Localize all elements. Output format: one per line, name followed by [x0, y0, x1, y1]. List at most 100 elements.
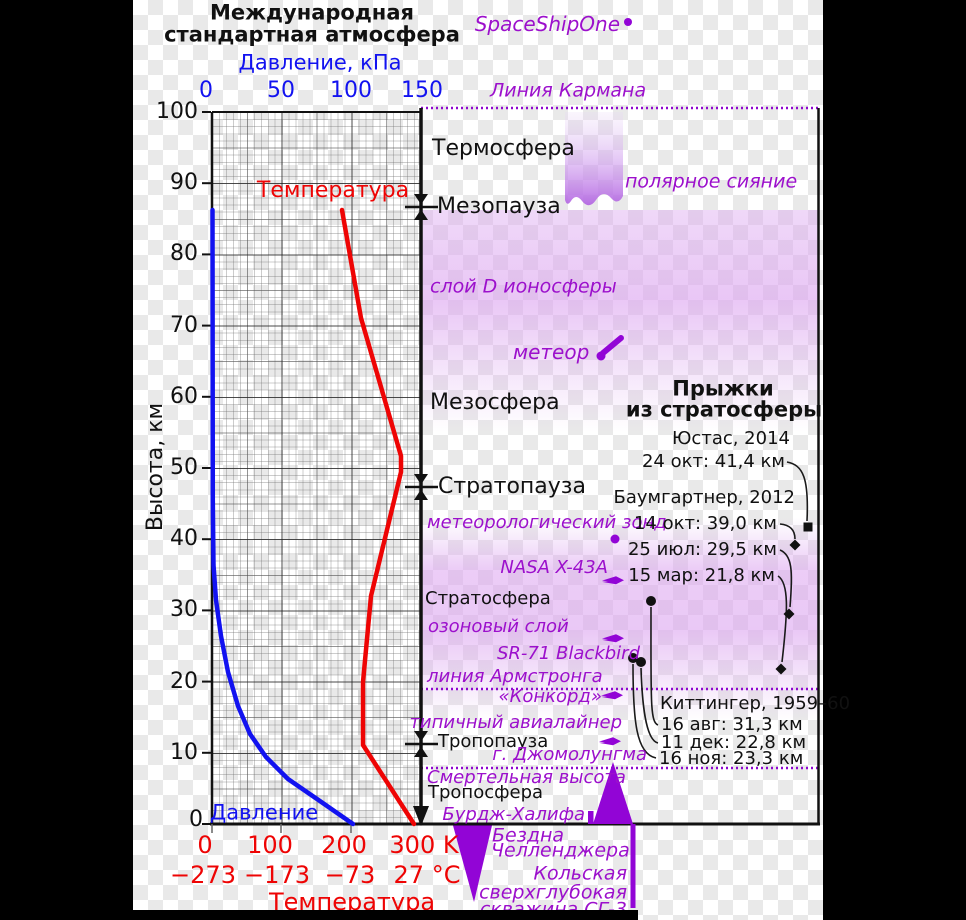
stratopause-marker — [405, 474, 438, 500]
leader-kittinger-2 — [640, 667, 659, 744]
plot-grid — [212, 112, 421, 824]
burj-khalifa-label: Бурдж-Халифа — [442, 804, 585, 825]
kittinger-record-1: 16 авг: 31,3 км — [661, 714, 803, 735]
mesopause-marker — [405, 194, 438, 220]
pressure-axis-title: Давление, кПа — [238, 50, 402, 75]
pressure-tick-50: 50 — [267, 78, 295, 103]
layer-stratosphere: Стратосфера — [425, 588, 551, 609]
leader-baumgartner-3 — [777, 575, 788, 663]
kola-borehole-line — [630, 824, 636, 908]
aurora-label: полярное сияние — [625, 170, 798, 193]
leader-baumgartner-1 — [779, 523, 796, 540]
kittinger-name: Киттингер, 1959–60 — [660, 693, 851, 714]
karman-line-label: Линия Кармана — [490, 79, 647, 102]
temperature-curve — [339, 207, 417, 827]
meteor-glyph — [596, 335, 624, 361]
ozone-layer-label: озоновый слой — [428, 616, 569, 637]
alt-tick-20: 20 — [170, 669, 198, 694]
temp-c-173: −173 — [244, 861, 310, 889]
kittinger-record-3: 16 ноя: 23,3 км — [659, 748, 804, 769]
temperature-curve-label: Температура — [256, 178, 410, 203]
burj-khalifa-bar — [588, 811, 594, 824]
challenger-deep-label-1: Бездна — [492, 824, 565, 847]
temp-k-300: 300 K — [389, 831, 459, 859]
jumps-heading-2: из стратосферы — [625, 397, 823, 422]
layer-mesopause: Мезопауза — [437, 194, 561, 219]
temp-k-200: 200 — [321, 831, 367, 859]
alt-tick-30: 30 — [170, 597, 198, 622]
pressure-curve-label: Давление — [209, 800, 319, 825]
pressure-curve — [210, 207, 356, 827]
baumgartner-name: Баумгартнер, 2012 — [613, 487, 795, 508]
alt-tick-10: 10 — [170, 740, 198, 765]
leader-kittinger-1 — [650, 606, 659, 726]
d-layer-label: слой D ионосферы — [430, 275, 617, 298]
leader-kittinger-3 — [632, 663, 657, 759]
death-altitude-label: Смертельная высота — [427, 767, 626, 788]
layer-tropopause: Тропопауза — [438, 731, 549, 752]
layer-stratopause: Стратопауза — [438, 474, 586, 499]
title-line-1: Международная — [210, 0, 414, 25]
challenger-deep-label-2: Челленджера — [491, 839, 630, 862]
leader-eustace — [786, 461, 809, 522]
aurora-ribbon — [565, 112, 623, 206]
temperature-ticks — [211, 824, 352, 833]
weather-balloon-label: метеорологический зонд — [427, 512, 667, 533]
temp-c-73: −73 — [324, 861, 376, 889]
concorde-label: «Конкорд» — [498, 686, 602, 707]
pressure-tick-100: 100 — [330, 78, 372, 103]
alt-tick-50: 50 — [170, 455, 198, 480]
eustace-record: 24 окт: 41,4 км — [641, 451, 785, 472]
balloon-dot — [610, 534, 620, 544]
leader-baumgartner-2 — [779, 549, 793, 608]
baumgartner-marker-3 — [775, 663, 787, 675]
alt-tick-0: 0 — [189, 807, 203, 832]
altitude-ticks — [202, 111, 211, 825]
temp-c-27: 27 °C — [393, 861, 461, 889]
sr71-label: SR-71 Blackbird — [497, 643, 641, 664]
layer-mesosphere: Мезосфера — [430, 390, 560, 415]
jumps-heading-1: Прыжки — [672, 376, 774, 401]
baumgartner-record-1: 14 окт: 39,0 км — [633, 513, 777, 534]
spaceshipone-dot — [624, 18, 632, 26]
baumgartner-record-3: 15 мар: 21,8 км — [628, 565, 775, 586]
layer-thermosphere: Термосфера — [432, 136, 575, 161]
nasa-x43a-label: NASA X-43A — [500, 557, 608, 578]
alt-tick-80: 80 — [170, 241, 198, 266]
temp-c-273: −273 — [170, 861, 236, 889]
title-line-2: стандартная атмосфера — [164, 22, 460, 47]
kittinger-marker-2 — [636, 657, 646, 667]
axis-bottom-arrow — [413, 806, 429, 826]
layer-troposphere: Тропосфера — [428, 782, 544, 803]
kola-label-1: Кольская — [533, 862, 627, 885]
leader-lines — [632, 461, 809, 759]
kola-label-2: сверхглубокая — [479, 881, 627, 904]
eustace-name: Юстас, 2014 — [672, 428, 790, 449]
kittinger-record-2: 11 дек: 22,8 км — [661, 732, 807, 753]
alt-tick-40: 40 — [170, 526, 198, 551]
armstrong-line-label: линия Армстронга — [427, 666, 603, 687]
eustace-marker — [803, 522, 813, 532]
kittinger-marker-3 — [628, 653, 638, 663]
baumgartner-record-2: 25 июл: 29,5 км — [627, 539, 777, 560]
altitude-axis-title: Высота, км — [143, 402, 168, 532]
alt-tick-90: 90 — [170, 170, 198, 195]
temp-k-0: 0 — [197, 831, 213, 859]
pressure-tick-150: 150 — [401, 78, 443, 103]
baumgartner-marker-2 — [783, 608, 795, 620]
everest-triangle — [593, 762, 633, 824]
bottom-bar — [133, 910, 638, 920]
meteor-label: метеор — [513, 340, 590, 364]
d-layer-band — [422, 210, 818, 432]
spaceshipone-label: SpaceShipOne — [474, 12, 620, 36]
alt-tick-60: 60 — [170, 384, 198, 409]
airliner-label: типичный авиалайнер — [409, 712, 622, 733]
temp-k-100: 100 — [247, 831, 293, 859]
kittinger-marker-1 — [646, 596, 656, 606]
tropopause-marker — [405, 731, 438, 757]
baumgartner-marker-1 — [789, 539, 801, 551]
alt-tick-70: 70 — [170, 313, 198, 338]
pressure-tick-0: 0 — [199, 78, 213, 103]
